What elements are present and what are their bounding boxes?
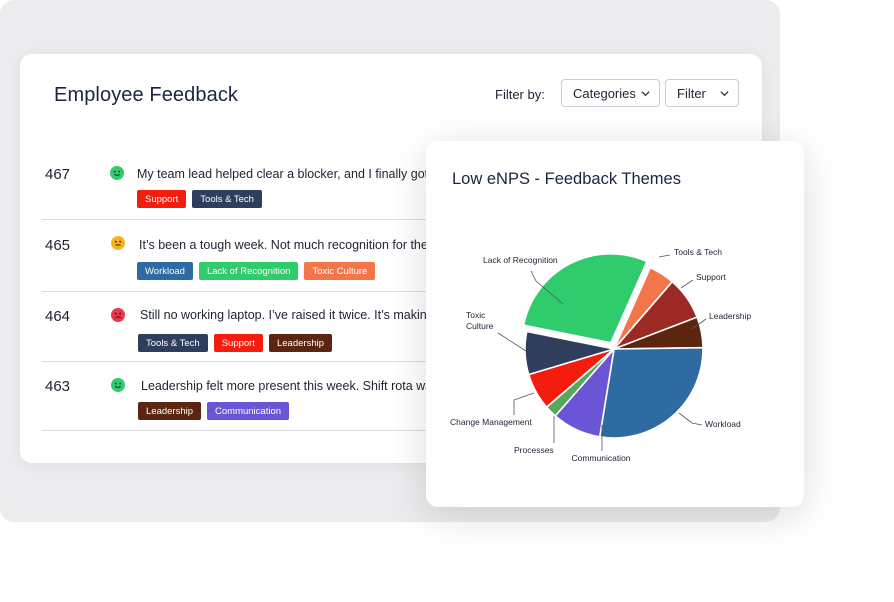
- category-tag[interactable]: Communication: [207, 402, 290, 420]
- feedback-row[interactable]: 465 It’s been a tough week. Not much reco…: [42, 220, 762, 292]
- neutral-face-icon: [111, 236, 125, 250]
- feedback-id: 465: [45, 237, 71, 254]
- categories-select-value: Categories: [573, 85, 636, 101]
- feedback-row[interactable]: 463 Leadership felt more present this wee…: [42, 362, 762, 431]
- feedback-id: 467: [45, 166, 71, 183]
- positive-face-icon: [111, 378, 125, 392]
- row-divider: [42, 291, 762, 292]
- chart-title: Low eNPS - Feedback Themes: [452, 170, 681, 188]
- pie-slice-lack-of-recognition[interactable]: [522, 252, 649, 344]
- row-divider: [42, 219, 762, 220]
- category-tag[interactable]: Leadership: [268, 334, 332, 352]
- tag-list: Leadership Communication: [138, 402, 290, 420]
- pie-slice-toxic-culture[interactable]: [524, 330, 615, 376]
- negative-face-icon: [111, 308, 125, 322]
- leader-line: [497, 332, 527, 352]
- leader-line: [530, 270, 564, 305]
- category-tag[interactable]: Workload: [137, 262, 193, 280]
- slice-label: Tools & Tech: [674, 247, 722, 257]
- leader-line: [680, 279, 694, 289]
- feedback-row[interactable]: 464 Still no working laptop. I’ve raised …: [42, 292, 762, 362]
- tag-list: Workload Lack of Recognition Toxic Culture: [137, 262, 376, 280]
- pie-chart: Tools & Tech Support Leadership Workload Com…: [450, 247, 751, 463]
- feedback-text: Leadership felt more present this week. …: [141, 379, 472, 393]
- leader-line: [691, 318, 707, 330]
- feedback-id: 464: [45, 308, 71, 325]
- filter-label: Filter by:: [495, 87, 545, 102]
- leader-line: [678, 412, 703, 426]
- slice-label: Processes: [514, 445, 554, 455]
- chevron-down-icon: [720, 91, 729, 97]
- positive-face-icon: [110, 166, 124, 180]
- slice-label: Support: [696, 272, 726, 282]
- pie-slice-workload[interactable]: [598, 346, 704, 439]
- tag-list: Support Tools & Tech: [137, 190, 262, 208]
- row-divider: [42, 361, 762, 362]
- categories-select[interactable]: Categories: [561, 79, 660, 107]
- category-tag[interactable]: Lack of Recognition: [198, 262, 299, 280]
- slice-label: Change Management: [450, 417, 532, 427]
- category-tag[interactable]: Support: [213, 334, 263, 352]
- slice-label: Toxic Culture: [466, 310, 494, 331]
- slice-label: Communication: [571, 453, 630, 463]
- slice-label: Workload: [705, 419, 741, 429]
- category-tag[interactable]: Support: [137, 190, 187, 208]
- tag-list: Tools & Tech Support Leadership: [138, 334, 332, 352]
- category-tag[interactable]: Tools & Tech: [138, 334, 208, 352]
- category-tag[interactable]: Toxic Culture: [304, 262, 376, 280]
- leader-line: [513, 392, 535, 415]
- leader-line: [658, 254, 671, 258]
- slice-label: Lack of Recognition: [483, 255, 558, 265]
- feedback-text: It’s been a tough week. Not much recogni…: [139, 238, 477, 252]
- feedback-text: My team lead helped clear a blocker, and…: [137, 167, 471, 181]
- feedback-row[interactable]: 467 My team lead helped clear a blocker, …: [42, 150, 762, 220]
- filter-select-value: Filter: [677, 85, 706, 101]
- feedback-id: 463: [45, 378, 71, 395]
- category-tag[interactable]: Tools & Tech: [192, 190, 262, 208]
- chevron-down-icon: [641, 91, 650, 97]
- row-divider: [42, 430, 762, 431]
- category-tag[interactable]: Leadership: [138, 402, 202, 420]
- slice-label: Leadership: [709, 311, 751, 321]
- feedback-text: Still no working laptop. I’ve raised it …: [140, 308, 474, 322]
- filter-select[interactable]: Filter: [665, 79, 739, 107]
- feedback-themes-chart-card: Low eNPS - Feedback Themes Tools & Tech S…: [426, 141, 804, 507]
- page-title: Employee Feedback: [54, 84, 239, 106]
